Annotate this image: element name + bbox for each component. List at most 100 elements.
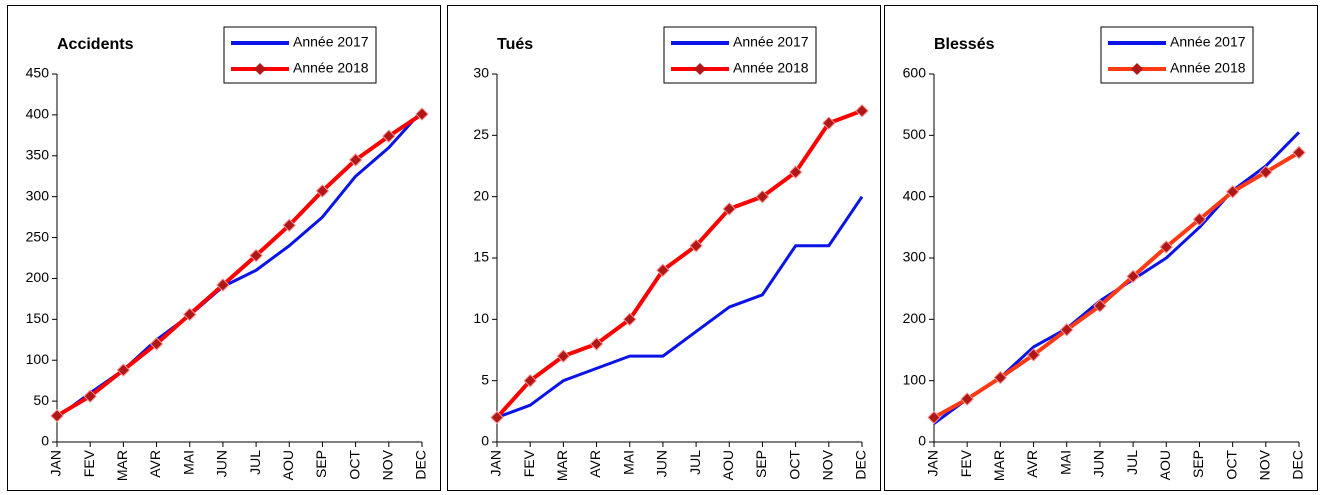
chart-title: Tués (497, 36, 533, 53)
x-tick-label: NOV (380, 449, 396, 480)
x-tick-label: AOU (1157, 450, 1173, 480)
y-tick-label: 400 (26, 106, 50, 122)
marker (249, 248, 263, 263)
y-tick-label: 25 (473, 126, 489, 142)
marker (623, 312, 637, 327)
x-tick-label: JUL (247, 450, 263, 475)
y-tick-label: 300 (903, 249, 927, 265)
x-tick-label: MAI (620, 450, 636, 475)
x-tick-label: MAR (114, 450, 130, 481)
x-tick-label: JUL (1124, 450, 1140, 475)
marker (216, 278, 230, 292)
y-tick-label: 600 (903, 65, 927, 81)
marker (1225, 185, 1240, 199)
x-tick-label: OCT (1223, 450, 1239, 480)
y-tick-label: 100 (26, 351, 50, 367)
marker (1192, 212, 1207, 227)
x-tick-label: DEC (413, 450, 429, 480)
marker (927, 410, 941, 425)
marker (722, 202, 736, 216)
x-tick-label: FEV (521, 449, 537, 477)
marker (960, 392, 974, 406)
marker (755, 189, 770, 204)
x-tick-label: NOV (820, 449, 836, 480)
x-tick-label: FEV (958, 449, 974, 477)
y-tick-label: 500 (903, 126, 927, 142)
marker (689, 239, 703, 253)
marker (348, 153, 363, 167)
marker (523, 373, 537, 388)
marker (183, 307, 197, 322)
x-tick-label: JAN (488, 450, 504, 476)
y-tick-label: 30 (473, 65, 489, 81)
legend-label: Année 2018 (293, 60, 369, 76)
x-tick-label: JAN (48, 450, 64, 476)
legend-marker (254, 63, 266, 75)
y-tick-label: 0 (41, 433, 49, 449)
legend-box (663, 26, 817, 84)
legend-box (223, 26, 377, 84)
y-tick-label: 20 (473, 187, 489, 203)
legend-marker (694, 63, 706, 75)
x-tick-label: MAI (1057, 450, 1073, 475)
marker (282, 218, 296, 232)
legend-label: Année 2017 (293, 34, 369, 50)
x-tick-label: AVR (1024, 450, 1040, 478)
y-tick-label: 50 (33, 392, 49, 408)
marker (1126, 269, 1140, 284)
y-tick-label: 250 (26, 228, 50, 244)
x-tick-label: JUN (1091, 450, 1107, 477)
marker (1060, 323, 1074, 337)
x-tick-label: DEC (1290, 450, 1306, 480)
marker (382, 129, 396, 143)
marker (149, 337, 164, 351)
legend-label: Année 2017 (733, 34, 809, 50)
x-tick-label: FEV (81, 449, 97, 477)
legend-label: Année 2017 (1170, 34, 1246, 50)
y-tick-label: 150 (26, 310, 50, 326)
marker (589, 337, 604, 351)
chart-panel: Tués 0 5 10 15 20 25 30 JAN FEV MAR AVR MAI JUN JUL AOU… (447, 5, 881, 491)
x-tick-label: JUN (214, 450, 230, 477)
chart-panel: Accidents 0 50 100 150 200 250 300 350 400 450 JAN F… (7, 5, 441, 491)
y-tick-label: 15 (473, 249, 489, 265)
x-tick-label: DEC (853, 450, 869, 480)
series-line (933, 150, 1301, 420)
marker (116, 363, 131, 377)
marker (993, 370, 1008, 385)
chart-panel: Blessés 0 100 200 300 400 500 600 JAN FEV MAR AVR MA… (884, 5, 1318, 491)
y-tick-label: 10 (473, 310, 489, 326)
x-tick-label: NOV (1257, 449, 1273, 480)
x-tick-label: AOU (280, 450, 296, 480)
marker (1259, 165, 1273, 179)
panel-border (7, 5, 441, 491)
x-tick-label: AOU (720, 450, 736, 480)
legend-label: Année 2018 (1170, 60, 1246, 76)
y-tick-label: 200 (903, 310, 927, 326)
y-tick-label: 300 (26, 187, 50, 203)
y-tick-label: 200 (26, 269, 50, 285)
x-tick-label: JUL (687, 450, 703, 475)
marker (490, 410, 504, 425)
marker (656, 263, 670, 277)
x-tick-label: SEP (313, 450, 329, 478)
marker (83, 389, 97, 403)
x-tick-label: SEP (753, 450, 769, 478)
marker (788, 165, 803, 179)
marker (556, 349, 571, 363)
x-tick-label: AVR (147, 450, 163, 478)
marker (822, 116, 836, 130)
y-tick-label: 5 (481, 371, 489, 387)
y-tick-label: 450 (26, 65, 50, 81)
legend-marker (1131, 63, 1143, 75)
series-line (55, 112, 424, 418)
x-tick-label: MAR (554, 450, 570, 481)
y-tick-label: 350 (26, 146, 50, 162)
marker (1292, 145, 1306, 160)
marker (1026, 348, 1041, 362)
series-line (496, 195, 864, 419)
y-tick-label: 0 (481, 433, 489, 449)
chart-title: Blessés (934, 36, 995, 53)
x-tick-label: AVR (587, 450, 603, 478)
